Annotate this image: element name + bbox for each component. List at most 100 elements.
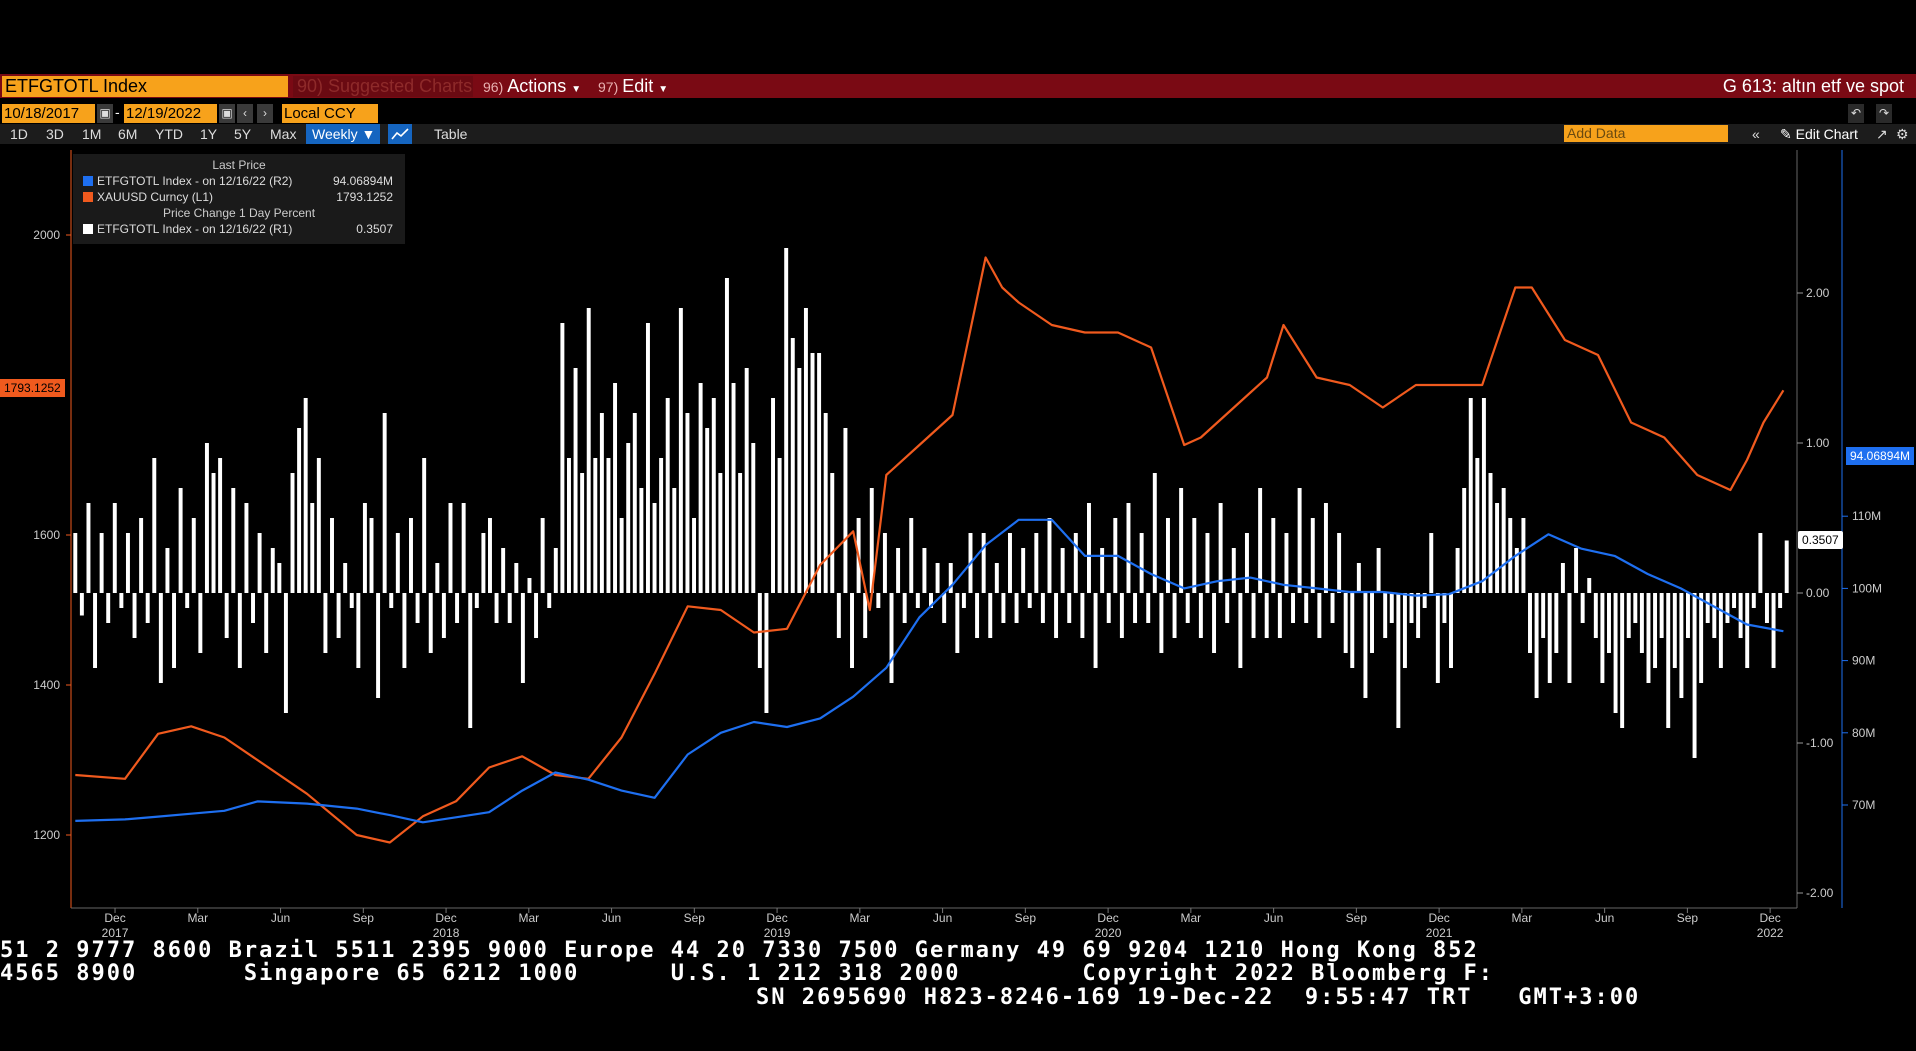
bar-pct-change [1547,593,1552,683]
edit-menu[interactable]: 97) Edit ▼ [598,76,668,97]
bar-pct-change [1475,458,1480,593]
bar-pct-change [1732,593,1737,608]
bar-pct-change [929,593,933,608]
bar-pct-change [1442,593,1447,623]
collapse-icon[interactable]: « [1752,126,1760,142]
suggested-charts-button[interactable]: 90) Suggested Charts [293,76,473,97]
bar-pct-change [645,323,650,593]
x-year-label: 2020 [1095,926,1122,940]
bar-pct-change [988,593,993,638]
bar-pct-change [1165,518,1170,593]
range-3d[interactable]: 3D [46,126,64,142]
range-6m[interactable]: 6M [118,126,138,142]
range-ytd[interactable]: YTD [155,126,183,142]
legend-gold-row[interactable]: XAUUSD Curncy (L1) 1793.1252 [83,190,393,204]
footer-line-2: 4565 8900 Singapore 65 6212 1000 U.S. 1 … [0,961,1495,986]
bar-pct-change [303,398,308,593]
bar-pct-change [586,308,591,593]
bar-pct-change [1495,503,1500,593]
range-1y[interactable]: 1Y [200,126,218,142]
arrow-right-icon[interactable]: › [257,104,273,123]
x-month-label: Sep [1015,911,1037,925]
gear-icon[interactable]: ⚙ [1896,126,1909,142]
table-button[interactable]: Table [434,126,468,142]
bar-pct-change [1560,563,1565,593]
legend-etf-row[interactable]: ETFGTOTL Index - on 12/16/22 (R2) 94.0689… [83,174,393,188]
ticker-field[interactable]: ETFGTOTL Index [2,76,288,97]
bar-pct-change [652,503,657,593]
bar-pct-change [1600,593,1605,683]
r2-tick-label: 100M [1852,581,1882,595]
legend-bars-value: 0.3507 [356,222,393,236]
range-1d[interactable]: 1D [10,126,28,142]
r1-tick-label: 2.00 [1806,286,1830,300]
r1-tick-label: -1.00 [1806,736,1834,750]
actions-menu[interactable]: 96) Actions ▼ [483,76,581,97]
swatch-etf [83,176,93,186]
bar-pct-change [705,428,710,593]
bar-pct-change [224,593,229,638]
bar-pct-change [362,503,367,593]
r1-tick-label: 0.00 [1806,586,1830,600]
range-max[interactable]: Max [270,126,297,142]
bar-pct-change [1218,503,1223,593]
bar-pct-change [1528,593,1532,653]
add-data-input[interactable]: Add Data [1564,125,1728,142]
bar-pct-change [270,548,275,593]
legend-gold-value: 1793.1252 [336,190,393,204]
bar-pct-change [566,458,571,593]
bar-pct-change [1376,548,1381,593]
legend-bars-row[interactable]: ETFGTOTL Index - on 12/16/22 (R1) 0.3507 [83,222,393,236]
bar-pct-change [1574,548,1579,593]
calendar-icon[interactable]: ▣ [219,104,235,123]
bar-pct-change [1692,593,1697,758]
bar-pct-change [455,593,460,623]
bar-pct-change [178,488,183,593]
x-month-label: Jun [1595,911,1614,925]
bar-pct-change [619,518,624,593]
bar-pct-change [1416,593,1421,638]
redo-icon[interactable]: ↷ [1876,104,1892,123]
undo-icon[interactable]: ↶ [1848,104,1864,123]
bar-pct-change [724,278,729,593]
r2-tick-label: 80M [1852,726,1875,740]
edit-chart-button[interactable]: ✎ Edit Chart [1780,124,1858,144]
bar-pct-change [1264,593,1269,638]
date-separator: - [115,104,120,120]
x-month-label: Mar [1181,911,1202,925]
chevron-down-icon: ▼ [658,84,669,95]
bar-pct-change [777,458,782,593]
bar-pct-change [573,368,578,593]
bar-pct-change [520,593,525,683]
bar-pct-change [1258,488,1263,593]
bar-pct-change [79,593,84,616]
bar-pct-change [1422,593,1427,608]
bar-pct-change [237,593,242,668]
range-1m[interactable]: 1M [82,126,102,142]
chart-settings-icon[interactable]: ↗ [1876,126,1888,142]
arrow-left-icon[interactable]: ‹ [237,104,253,123]
left-tick-label: 2000 [33,228,60,242]
calendar-icon[interactable]: ▣ [97,104,113,123]
bar-pct-change [1139,533,1144,593]
bar-pct-change [961,593,966,608]
bar-pct-change [1054,593,1059,638]
bar-pct-change [86,503,91,593]
bar-pct-change [145,593,150,623]
bar-pct-change [1343,593,1348,653]
bar-pct-change [1758,533,1763,593]
bar-pct-change [580,473,585,593]
end-date-field[interactable]: 12/19/2022 [124,104,217,123]
start-date-field[interactable]: 10/18/2017 [2,104,95,123]
currency-select[interactable]: Local CCY [282,104,378,123]
range-5y[interactable]: 5Y [234,126,252,142]
x-month-label: Jun [271,911,290,925]
frequency-select[interactable]: Weekly ▼ [306,124,380,144]
bar-pct-change [1304,593,1309,623]
bar-pct-change [290,473,295,593]
bar-pct-change [494,593,499,623]
bar-pct-change [448,503,453,593]
line-chart-icon[interactable] [388,124,412,144]
bar-pct-change [994,563,999,593]
